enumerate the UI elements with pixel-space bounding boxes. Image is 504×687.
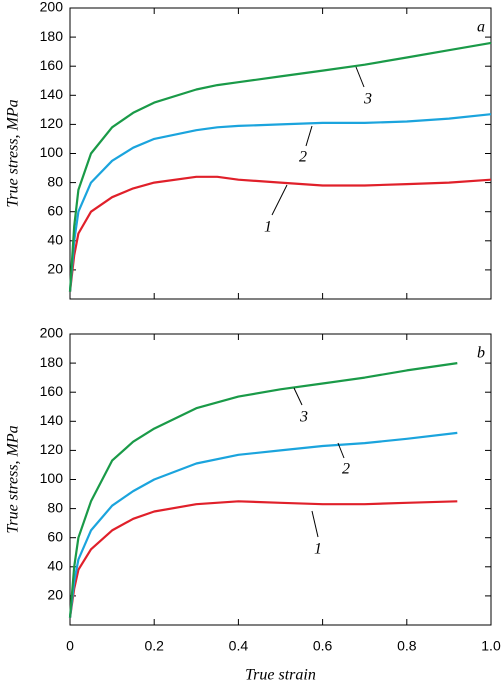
curve-label: 2 xyxy=(299,149,307,166)
y-tick-label: 100 xyxy=(40,144,64,160)
data-line xyxy=(68,113,492,292)
y-tick-label: 20 xyxy=(47,261,63,277)
x-axis-label: True strain xyxy=(245,667,316,684)
x-tick-label: 0.8 xyxy=(397,638,417,654)
y-tick-label: 160 xyxy=(40,383,64,399)
x-tick-label: 0.6 xyxy=(313,638,333,654)
label-leader xyxy=(311,510,319,538)
data-line xyxy=(68,362,458,618)
curve-label: 2 xyxy=(342,461,350,478)
x-tick-label: 0 xyxy=(66,638,74,654)
data-line xyxy=(68,500,458,618)
y-tick-label: 140 xyxy=(40,86,64,102)
x-tick-label: 1.0 xyxy=(481,638,501,654)
y-tick-label: 60 xyxy=(47,528,63,544)
y-tick-label: 60 xyxy=(47,202,63,218)
panel-label: a xyxy=(477,19,485,36)
y-tick-label: 160 xyxy=(40,57,64,73)
data-line xyxy=(68,41,492,292)
x-tick-label: 0.4 xyxy=(229,638,249,654)
y-axis-label: True stress, MPa xyxy=(5,425,22,533)
y-tick-label: 20 xyxy=(47,587,63,603)
y-tick-label: 200 xyxy=(40,325,64,341)
y-tick-label: 200 xyxy=(40,0,64,15)
y-tick-label: 180 xyxy=(40,28,64,44)
label-leader xyxy=(293,387,303,406)
plot-frame xyxy=(69,7,492,300)
data-line xyxy=(68,431,458,618)
label-leader xyxy=(337,442,345,459)
y-tick-label: 40 xyxy=(47,232,63,248)
curve-label: 1 xyxy=(264,219,272,236)
y-tick-label: 140 xyxy=(40,412,64,428)
panel-label: b xyxy=(477,345,485,362)
plot-frame xyxy=(69,333,492,626)
y-axis-label: True stress, MPa xyxy=(5,99,22,207)
data-line xyxy=(68,175,492,292)
y-tick-label: 100 xyxy=(40,470,64,486)
y-tick-label: 120 xyxy=(40,441,64,457)
x-tick-label: 0.2 xyxy=(144,638,164,654)
curve-label: 3 xyxy=(299,409,308,426)
curve-label: 3 xyxy=(363,91,372,108)
label-leader xyxy=(305,125,313,147)
y-tick-label: 80 xyxy=(47,173,63,189)
y-tick-label: 40 xyxy=(47,558,63,574)
y-tick-label: 120 xyxy=(40,115,64,131)
curve-label: 1 xyxy=(314,541,322,558)
label-leader xyxy=(271,184,288,216)
y-tick-label: 180 xyxy=(40,354,64,370)
y-tick-label: 80 xyxy=(47,499,63,515)
label-leader xyxy=(355,66,365,88)
